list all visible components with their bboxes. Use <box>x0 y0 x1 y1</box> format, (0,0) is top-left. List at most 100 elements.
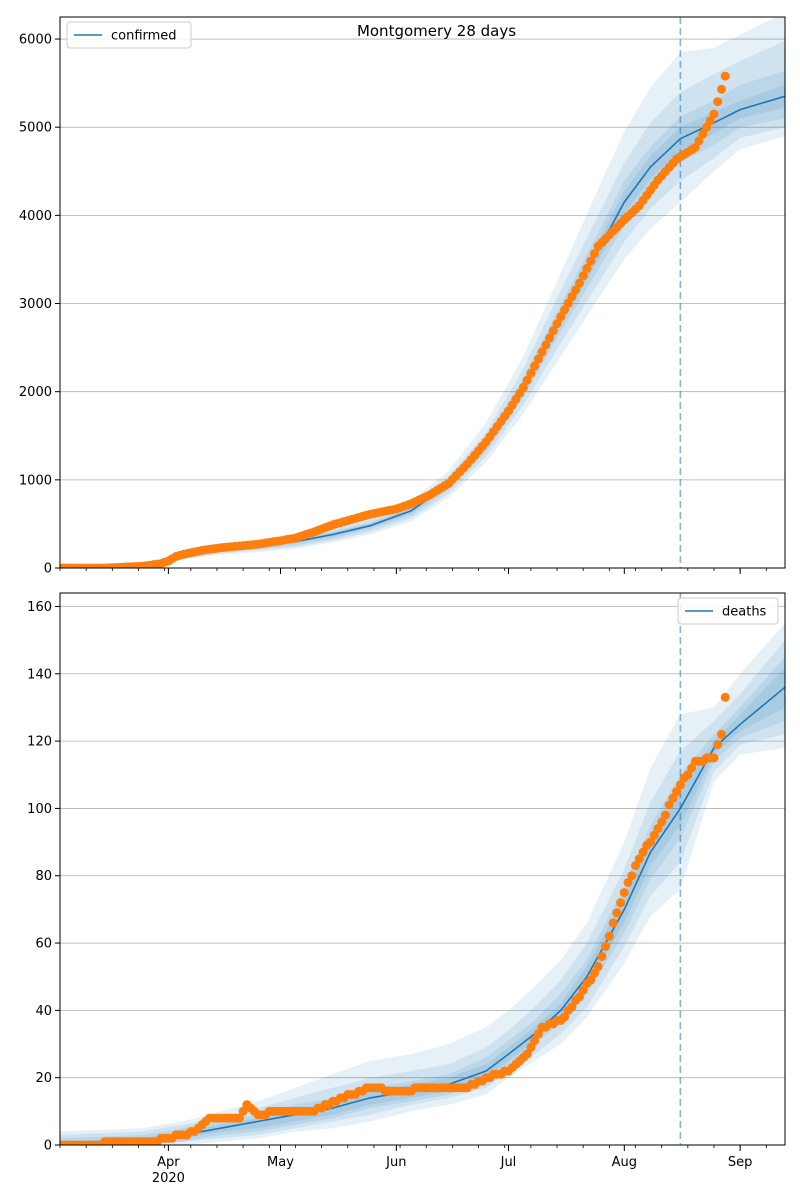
observed-point <box>608 918 618 928</box>
observed-point <box>675 780 685 790</box>
observed-point <box>619 888 629 898</box>
observed-point <box>586 975 596 985</box>
y-tick-label: 80 <box>35 869 52 884</box>
observed-point <box>604 931 614 941</box>
observed-point <box>657 817 667 827</box>
observed-point <box>634 854 644 864</box>
uncertainty-band <box>60 17 785 568</box>
observed-point <box>522 1049 532 1059</box>
observed-point <box>589 968 599 978</box>
confirmed-panel: 0 1000 2000 3000 4000 5000 6000 Montgomery 28 d… <box>19 16 786 577</box>
legend: deaths <box>677 597 779 625</box>
observed-point <box>660 810 670 820</box>
legend-label: confirmed <box>111 29 177 44</box>
observed-point <box>687 763 697 773</box>
observed-point <box>545 333 555 343</box>
plot-area <box>60 593 785 1145</box>
legend-label: deaths <box>722 605 767 620</box>
x-tick-label: Aug <box>612 1155 637 1170</box>
observed-point <box>533 354 543 364</box>
observed-point <box>533 1029 543 1039</box>
observed-point <box>530 1036 540 1046</box>
x-tick-sublabel: 2020 <box>152 1171 185 1186</box>
observed-point <box>720 692 730 702</box>
observed-point <box>575 278 584 288</box>
observed-point <box>713 740 723 749</box>
observed-point <box>705 116 715 126</box>
observed-point <box>717 729 726 739</box>
observed-point <box>616 898 626 908</box>
observed-point <box>698 129 708 139</box>
y-tick-label: 120 <box>27 735 52 750</box>
observed-point <box>683 770 693 780</box>
observed-point <box>646 837 655 847</box>
y-tick-label: 2000 <box>19 385 52 400</box>
x-tick-label: May <box>267 1155 294 1170</box>
y-tick-label: 60 <box>35 937 52 952</box>
observed-point <box>522 375 532 385</box>
observed-point <box>575 992 584 1002</box>
y-tick-label: 6000 <box>19 33 52 48</box>
observed-point <box>560 305 569 315</box>
x-tick-label: Sep <box>728 1155 753 1170</box>
observed-point <box>690 143 700 152</box>
observed-point <box>649 830 659 840</box>
uncertainty-band <box>60 640 785 1145</box>
observed-point <box>526 1042 536 1052</box>
uncertainty-band <box>60 40 785 568</box>
observed-point <box>623 878 633 887</box>
y-tick-label: 5000 <box>19 121 52 136</box>
x-tick-label: Jul <box>500 1155 517 1170</box>
legend-box <box>66 21 192 49</box>
y-tick-label: 0 <box>44 1139 52 1154</box>
observed-point <box>709 753 719 763</box>
y-tick-label: 100 <box>27 802 52 817</box>
observed-point <box>567 292 577 302</box>
observed-point <box>571 285 581 295</box>
observed-point <box>672 787 682 797</box>
observed-point <box>548 326 558 336</box>
observed-point <box>589 249 599 259</box>
observed-point <box>627 871 637 881</box>
observed-point <box>720 71 730 81</box>
observed-point <box>601 941 611 951</box>
observed-point <box>537 347 547 357</box>
legend: confirmed <box>66 21 192 49</box>
observed-point <box>653 824 663 834</box>
observed-point <box>709 109 719 119</box>
y-tick-label: 3000 <box>19 297 52 312</box>
observed-point <box>664 800 674 810</box>
uncertainty-band <box>60 84 785 568</box>
observed-point <box>612 908 622 918</box>
observed-point <box>582 263 592 273</box>
observed-point <box>526 368 536 378</box>
observed-point <box>668 793 678 803</box>
observed-point <box>578 985 588 995</box>
observed-point <box>556 312 566 322</box>
y-tick-label: 40 <box>35 1004 52 1019</box>
y-tick-label: 4000 <box>19 209 52 224</box>
axes-frame <box>59 592 786 1146</box>
y-tick-label: 0 <box>44 562 52 577</box>
observed-point <box>713 97 723 107</box>
observed-point <box>552 319 562 329</box>
chart-title: Montgomery 28 days <box>357 22 516 40</box>
observed-point <box>234 1113 244 1123</box>
model-median-line <box>60 686 785 1145</box>
y-tick-label: 20 <box>35 1071 52 1086</box>
observed-point <box>631 861 640 871</box>
observed-point <box>597 952 607 961</box>
observed-point <box>593 962 603 972</box>
observed-point <box>717 84 726 94</box>
observed-point <box>578 271 588 281</box>
observed-point <box>560 1012 569 1022</box>
y-tick-label: 1000 <box>19 473 52 488</box>
x-tick-label: Jun <box>385 1155 406 1170</box>
observed-point <box>563 298 573 308</box>
observed-point <box>518 382 528 392</box>
y-tick-label: 160 <box>27 600 52 615</box>
observed-point <box>238 1106 248 1116</box>
